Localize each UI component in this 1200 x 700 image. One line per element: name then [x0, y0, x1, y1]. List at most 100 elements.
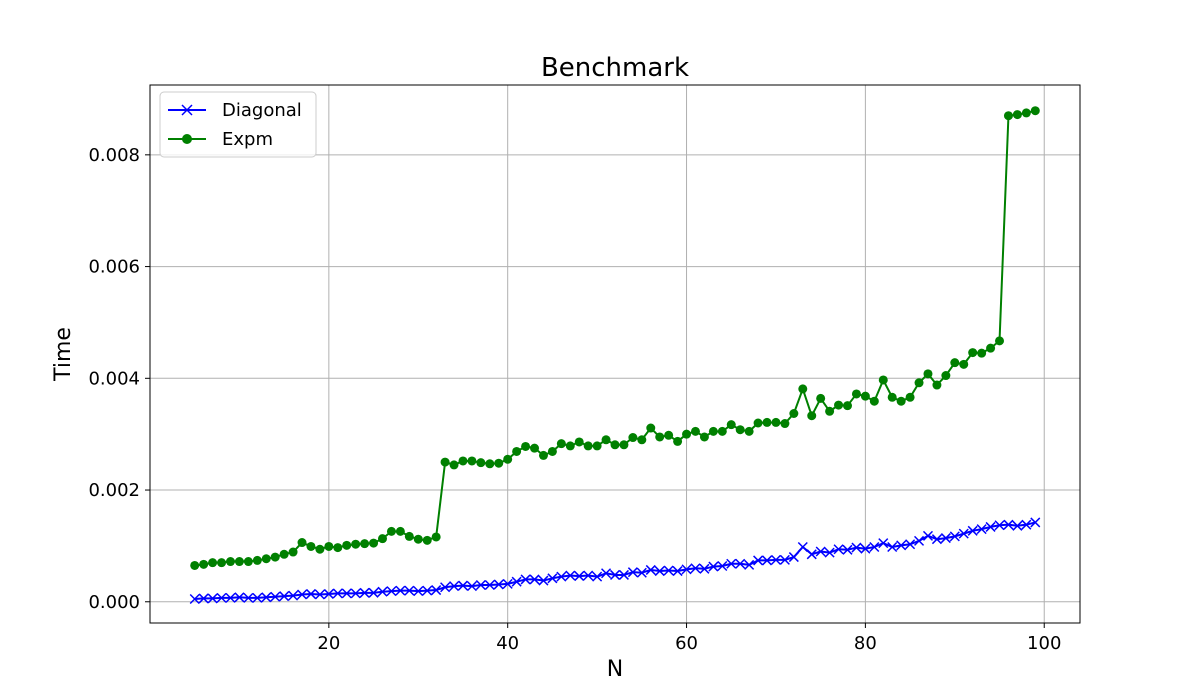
data-point-expm [887, 392, 897, 402]
data-point-diagonal [1021, 519, 1032, 530]
data-point-expm [735, 425, 745, 435]
data-point-diagonal [314, 589, 325, 600]
data-point-expm [923, 369, 933, 379]
data-point-expm [1030, 106, 1040, 116]
data-point-expm [297, 538, 307, 548]
data-point-expm [279, 549, 289, 559]
data-point-expm [869, 396, 879, 406]
data-point-diagonal [493, 579, 504, 590]
data-point-expm [386, 526, 396, 536]
data-point-diagonal [305, 588, 316, 599]
plot-frame [149, 84, 1081, 624]
data-point-diagonal [377, 586, 388, 597]
data-point-diagonal [1030, 517, 1041, 528]
data-point-expm [798, 384, 808, 394]
x-tick-label: 60 [675, 633, 698, 654]
data-point-diagonal [869, 541, 880, 553]
data-point-expm [932, 380, 942, 390]
data-point-expm [378, 534, 387, 544]
data-point-diagonal [726, 558, 737, 569]
data-point-expm [404, 531, 414, 541]
data-point-expm [780, 419, 790, 429]
legend-entry-expm: Expm [168, 129, 273, 150]
data-point-diagonal [440, 582, 451, 593]
data-point-diagonal [887, 541, 898, 553]
data-point-diagonal [404, 585, 415, 596]
data-point-diagonal [332, 588, 343, 599]
data-point-expm [673, 436, 683, 446]
data-point-diagonal [815, 546, 826, 557]
data-point-expm [950, 358, 960, 368]
data-point-expm [342, 540, 352, 550]
data-point-diagonal [520, 574, 531, 585]
data-point-expm [601, 435, 611, 445]
data-point-diagonal [207, 593, 218, 604]
data-point-expm [1012, 110, 1022, 120]
x-axis-label: N [607, 657, 623, 682]
data-point-diagonal [654, 566, 665, 577]
data-point-diagonal [779, 554, 790, 565]
data-point-expm [485, 459, 495, 469]
data-point-expm [333, 543, 343, 553]
data-point-diagonal [976, 524, 987, 535]
data-point-diagonal [502, 578, 513, 589]
chart-title: Benchmark [541, 53, 689, 83]
data-point-expm [565, 441, 575, 451]
data-point-diagonal [717, 560, 728, 572]
data-point-diagonal [556, 571, 567, 582]
data-point-expm [458, 456, 468, 466]
data-point-expm [440, 457, 450, 467]
data-point-diagonal [422, 585, 433, 596]
series-layer [189, 106, 1041, 605]
data-point-diagonal [770, 554, 781, 565]
data-point-diagonal [788, 552, 799, 563]
data-point-expm [225, 557, 235, 567]
data-point-diagonal [1003, 519, 1014, 530]
data-point-diagonal [860, 543, 871, 554]
data-point-diagonal [368, 587, 379, 598]
x-tick-label: 20 [317, 633, 340, 654]
data-point-diagonal [350, 588, 361, 599]
data-point-expm [825, 406, 835, 416]
data-point-expm [449, 460, 459, 470]
data-point-diagonal [592, 571, 603, 582]
data-point-expm [789, 408, 799, 418]
x-tick-label: 80 [854, 633, 877, 654]
data-point-expm [217, 558, 227, 568]
data-point-expm [959, 359, 969, 369]
data-point-diagonal [538, 575, 549, 586]
data-point-expm [547, 446, 557, 456]
data-point-expm [288, 547, 298, 557]
data-point-expm [726, 420, 736, 430]
y-axis-label: Time [51, 327, 76, 382]
data-point-diagonal [413, 586, 424, 597]
data-point-expm [574, 437, 584, 447]
legend-marker-circle-icon [182, 134, 192, 144]
data-point-expm [261, 554, 271, 564]
data-point-expm [995, 336, 1005, 346]
x-tick-label: 100 [1027, 633, 1061, 654]
data-point-diagonal [735, 558, 746, 569]
data-point-expm [977, 348, 987, 358]
data-point-diagonal [574, 571, 585, 582]
data-point-expm [530, 443, 540, 453]
data-point-diagonal [708, 561, 719, 572]
data-point-diagonal [627, 567, 638, 578]
data-point-expm [708, 426, 718, 436]
data-point-expm [682, 429, 692, 439]
data-point-expm [834, 400, 844, 410]
data-point-expm [503, 454, 513, 464]
data-point-diagonal [940, 533, 951, 544]
grid [150, 85, 1080, 623]
data-point-diagonal [753, 555, 764, 566]
data-point-expm [699, 432, 709, 442]
data-point-diagonal [449, 581, 460, 592]
data-point-expm [843, 401, 852, 411]
data-point-expm [252, 555, 262, 565]
data-point-diagonal [547, 573, 558, 584]
series-diagonal [189, 517, 1041, 605]
data-point-expm [270, 552, 280, 562]
data-point-diagonal [744, 559, 755, 570]
data-point-expm [851, 389, 861, 399]
data-point-diagonal [1012, 520, 1023, 531]
